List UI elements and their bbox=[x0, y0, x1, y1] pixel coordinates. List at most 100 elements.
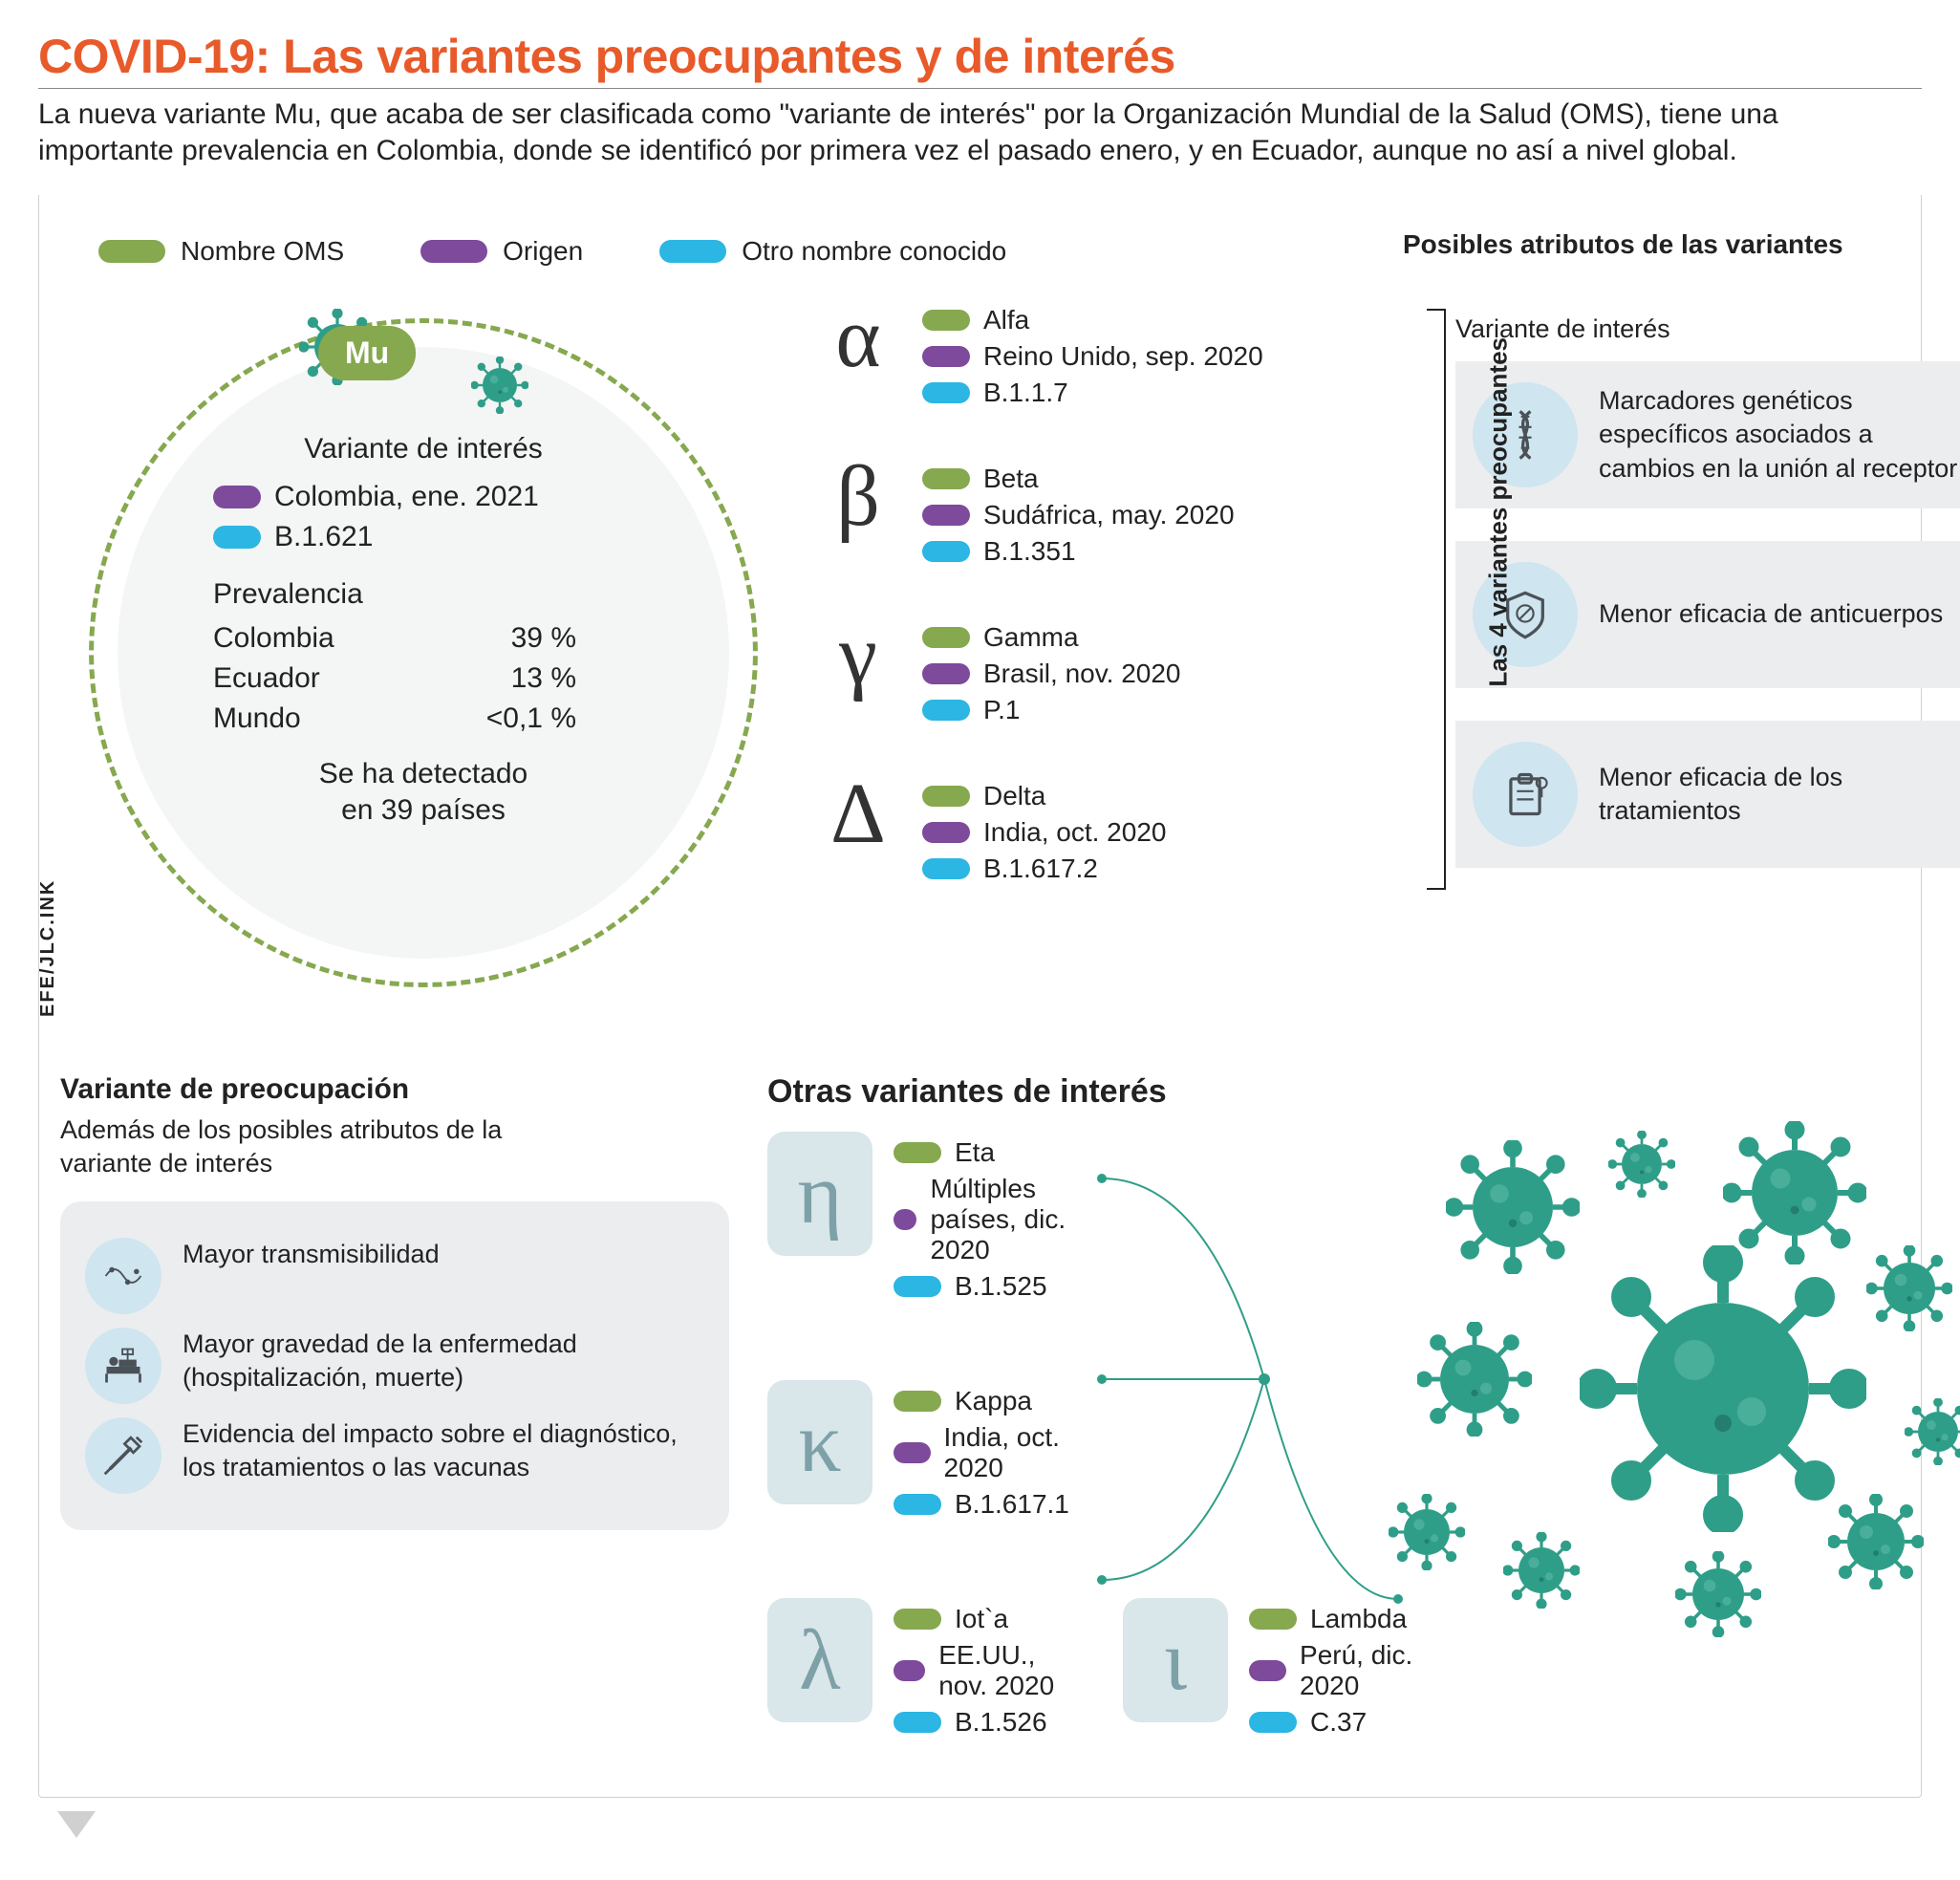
title-divider bbox=[38, 88, 1922, 89]
oms-pill-icon bbox=[98, 240, 165, 263]
lower-grid: Variante de preocupación Además de los p… bbox=[60, 1073, 1900, 1787]
altname-pill-icon bbox=[922, 700, 970, 721]
voi-altname: C.37 bbox=[1310, 1707, 1367, 1738]
oms-pill-icon bbox=[922, 468, 970, 489]
greek-letter-icon: β bbox=[815, 458, 901, 535]
bracket-icon bbox=[1427, 309, 1446, 890]
virus-icon bbox=[1417, 1322, 1532, 1437]
origin-pill-icon bbox=[420, 240, 487, 263]
clipboard-icon bbox=[1473, 742, 1578, 847]
virus-icon bbox=[1905, 1398, 1960, 1465]
voc-alfa: α Alfa Reino Unido, sep. 2020 B.1.1.7 bbox=[815, 299, 1427, 414]
greek-letter-icon: κ bbox=[767, 1380, 872, 1504]
greek-letter-icon: λ bbox=[767, 1598, 872, 1722]
voc-gamma: γ Gamma Brasil, nov. 2020 P.1 bbox=[815, 616, 1427, 731]
legend-oms: Nombre OMS bbox=[98, 236, 344, 267]
oms-pill-icon bbox=[922, 310, 970, 331]
virus-icon bbox=[1608, 1131, 1675, 1198]
concern-text: Mayor transmisibilidad bbox=[183, 1238, 440, 1271]
mu-altname-row: B.1.621 bbox=[213, 521, 672, 553]
attributes-heading: Posibles atributos de las variantes bbox=[1403, 227, 1900, 261]
voi-origin: EE.UU., nov. 2020 bbox=[938, 1640, 1085, 1701]
voi-kappa: κ Kappa India, oct. 2020 B.1.617.1 bbox=[767, 1380, 1085, 1525]
mu-content: Variante de interés Colombia, ene. 2021 … bbox=[175, 433, 672, 828]
origin-pill-icon bbox=[894, 1209, 916, 1230]
greek-letter-icon: ι bbox=[1123, 1598, 1228, 1722]
voc-bracket-label: Las 4 variantes preocupantes bbox=[1484, 337, 1514, 687]
voc-altname: P.1 bbox=[983, 695, 1020, 725]
voi-origin: Perú, dic. 2020 bbox=[1300, 1640, 1440, 1701]
concern-panel: Variante de preocupación Además de los p… bbox=[60, 1073, 729, 1787]
page-subtitle: La nueva variante Mu, que acaba de ser c… bbox=[38, 97, 1911, 168]
origin-pill-icon bbox=[922, 822, 970, 843]
voi-altname: B.1.617.1 bbox=[955, 1489, 1069, 1520]
legend: Nombre OMS Origen Otro nombre conocido P… bbox=[98, 227, 1900, 274]
voi-altname: B.1.525 bbox=[955, 1271, 1047, 1302]
prevalence-value: 13 % bbox=[511, 662, 576, 695]
prevalence-row: Colombia 39 % bbox=[213, 622, 576, 655]
prevalence-heading: Prevalencia bbox=[213, 578, 672, 611]
greek-letter-icon: γ bbox=[815, 616, 901, 694]
legend-oms-label: Nombre OMS bbox=[181, 236, 344, 267]
altname-pill-icon bbox=[894, 1494, 941, 1515]
legend-origin-label: Origen bbox=[503, 236, 583, 267]
legend-origin: Origen bbox=[420, 236, 583, 267]
virus-icon bbox=[1866, 1245, 1952, 1331]
prevalence-value: 39 % bbox=[511, 622, 576, 655]
page-title: COVID-19: Las variantes preocupantes y d… bbox=[38, 29, 1922, 84]
voc-origin: Brasil, nov. 2020 bbox=[983, 659, 1181, 689]
prevalence-row: Mundo <0,1 % bbox=[213, 702, 576, 735]
oms-pill-icon bbox=[922, 627, 970, 648]
virus-icon bbox=[1675, 1551, 1761, 1637]
concern-item: Mayor transmisibilidad bbox=[85, 1238, 704, 1314]
virus-icon bbox=[1503, 1532, 1580, 1609]
voc-name: Alfa bbox=[983, 305, 1029, 335]
prevalence-row: Ecuador 13 % bbox=[213, 662, 576, 695]
attribute-text: Marcadores genéticos específicos asociad… bbox=[1599, 384, 1960, 485]
virus-icon bbox=[1723, 1121, 1866, 1264]
oms-pill-icon bbox=[894, 1391, 941, 1412]
voc-origin: Sudáfrica, may. 2020 bbox=[983, 500, 1235, 530]
voc-origin: Reino Unido, sep. 2020 bbox=[983, 341, 1263, 372]
altname-pill-icon bbox=[894, 1712, 941, 1733]
origin-pill-icon bbox=[922, 505, 970, 526]
attribute-card: Marcadores genéticos específicos asociad… bbox=[1455, 361, 1960, 508]
mu-classification: Variante de interés bbox=[175, 433, 672, 465]
origin-pill-icon bbox=[922, 346, 970, 367]
attribute-card: Menor eficacia de anticuerpos bbox=[1455, 541, 1960, 688]
origin-pill-icon bbox=[213, 486, 261, 508]
voc-altname: B.1.1.7 bbox=[983, 378, 1068, 408]
mu-panel: Mu Variante de interés Colombia, ene. 20… bbox=[60, 299, 786, 1064]
prevalence-place: Ecuador bbox=[213, 662, 320, 695]
main-grid: Mu Variante de interés Colombia, ene. 20… bbox=[60, 299, 1900, 1064]
altname-pill-icon bbox=[922, 541, 970, 562]
oms-pill-icon bbox=[1249, 1609, 1297, 1630]
attribute-text: Menor eficacia de anticuerpos bbox=[1599, 597, 1943, 631]
prevalence-place: Colombia bbox=[213, 622, 334, 655]
mu-badge: Mu bbox=[318, 326, 416, 380]
legend-altname-label: Otro nombre conocido bbox=[742, 236, 1006, 267]
voc-beta: β Beta Sudáfrica, may. 2020 B.1.351 bbox=[815, 458, 1427, 573]
voc-name: Gamma bbox=[983, 622, 1079, 653]
voi-origin: Múltiples países, dic. 2020 bbox=[930, 1174, 1085, 1265]
voc-name: Delta bbox=[983, 781, 1045, 811]
other-variants-title: Otras variantes de interés bbox=[767, 1073, 1960, 1111]
virus-icon bbox=[1828, 1494, 1924, 1589]
prevalence-value: <0,1 % bbox=[486, 702, 576, 735]
syringe-icon bbox=[85, 1417, 162, 1494]
origin-pill-icon bbox=[1249, 1660, 1286, 1681]
origin-pill-icon bbox=[894, 1660, 925, 1681]
voc-column: Las 4 variantes preocupantes α Alfa Rein… bbox=[815, 299, 1427, 934]
altname-pill-icon bbox=[922, 858, 970, 879]
voi-iota: λ Iot`a EE.UU., nov. 2020 B.1.526 bbox=[767, 1598, 1085, 1743]
attribute-card: Menor eficacia de los tratamientos bbox=[1455, 721, 1960, 868]
concern-title: Variante de preocupación bbox=[60, 1073, 729, 1106]
altname-pill-icon bbox=[659, 240, 726, 263]
attributes-column: Variante de interés Marcadores genéticos… bbox=[1455, 299, 1960, 900]
concern-card: Mayor transmisibilidad Mayor gravedad de… bbox=[60, 1201, 729, 1530]
spread-icon bbox=[85, 1238, 162, 1314]
hospital-bed-icon bbox=[85, 1328, 162, 1404]
concern-text: Evidencia del impacto sobre el diagnósti… bbox=[183, 1417, 704, 1484]
virus-icon bbox=[1389, 1494, 1465, 1570]
origin-pill-icon bbox=[922, 663, 970, 684]
